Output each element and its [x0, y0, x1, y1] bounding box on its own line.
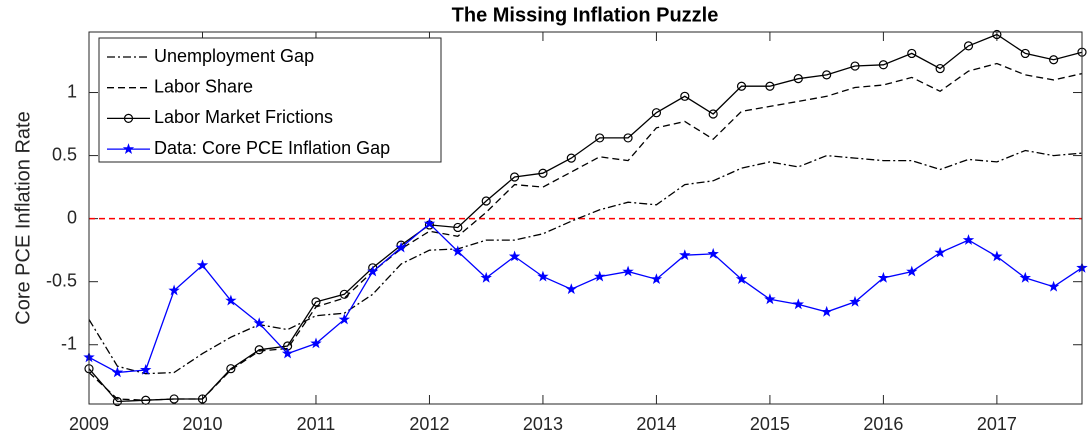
marker	[281, 347, 294, 359]
marker	[196, 259, 209, 271]
marker	[679, 249, 691, 261]
legend-label: Unemployment Gap	[154, 46, 314, 66]
series-line	[88, 149, 1083, 375]
plot-frame	[88, 31, 1083, 405]
marker	[793, 74, 803, 84]
legend-label: Labor Market Frictions	[154, 107, 333, 127]
x-tick-label: 2011	[297, 414, 336, 434]
marker	[197, 394, 208, 404]
marker	[935, 63, 945, 74]
marker	[878, 60, 889, 70]
x-tick-label: 2010	[182, 414, 222, 434]
x-tick-label: 2013	[523, 414, 563, 434]
marker	[169, 394, 179, 404]
marker	[877, 271, 890, 283]
marker	[566, 153, 576, 163]
marker	[622, 265, 634, 277]
marker	[765, 81, 775, 91]
y-tick-label: -0.5	[46, 270, 77, 290]
y-axis-label: Core PCE Inflation Rate	[12, 111, 34, 324]
marker	[140, 364, 152, 375]
y-tick-label: 0	[67, 207, 77, 227]
marker	[537, 270, 549, 282]
marker	[962, 234, 975, 245]
marker	[254, 345, 264, 355]
marker	[850, 61, 860, 71]
series-line	[88, 62, 1083, 401]
marker	[906, 265, 918, 277]
series-line	[88, 222, 1083, 374]
marker	[821, 305, 833, 317]
marker	[311, 297, 321, 307]
legend-marker	[122, 143, 135, 154]
marker	[1047, 280, 1060, 292]
marker	[792, 298, 804, 310]
legend-label: Labor Share	[154, 76, 253, 96]
marker	[453, 222, 463, 233]
marker	[934, 246, 946, 258]
x-tick-label: 2014	[636, 414, 676, 434]
marker	[168, 284, 180, 296]
marker	[226, 364, 236, 374]
marker	[736, 81, 747, 91]
marker	[907, 48, 917, 59]
marker	[992, 29, 1002, 40]
marker	[1049, 55, 1059, 65]
marker	[707, 247, 719, 259]
x-tick-label: 2015	[750, 414, 790, 434]
x-tick-label: 2016	[863, 414, 903, 434]
marker	[595, 133, 605, 143]
marker	[338, 313, 350, 325]
marker	[764, 293, 776, 305]
legend-box	[98, 37, 442, 163]
marker	[423, 217, 436, 229]
marker	[822, 70, 832, 80]
marker	[708, 109, 718, 119]
marker	[565, 283, 577, 295]
marker	[538, 168, 548, 178]
marker	[963, 41, 974, 51]
marker	[508, 250, 521, 262]
marker	[849, 295, 861, 307]
y-tick-label: -1	[61, 333, 77, 353]
marker	[650, 273, 663, 284]
marker	[651, 108, 662, 118]
marker	[310, 337, 322, 349]
series-line	[88, 33, 1083, 403]
marker	[253, 317, 265, 329]
marker	[680, 91, 690, 101]
legend-marker	[123, 113, 134, 124]
marker	[735, 273, 748, 284]
x-tick-label: 2009	[69, 414, 109, 434]
marker	[112, 396, 122, 407]
y-tick-label: 1	[67, 81, 77, 101]
marker	[991, 250, 1003, 262]
marker	[480, 271, 492, 283]
marker	[594, 270, 606, 282]
legend-label: Data: Core PCE Inflation Gap	[154, 138, 390, 158]
marker	[481, 196, 491, 206]
marker	[111, 366, 124, 378]
y-tick-label: 0.5	[52, 144, 77, 164]
marker	[452, 245, 464, 257]
x-tick-label: 2012	[409, 414, 449, 434]
marker	[509, 172, 520, 182]
chart-title: The Missing Inflation Puzzle	[452, 4, 719, 26]
marker	[623, 133, 633, 143]
x-tick-label: 2017	[977, 414, 1017, 434]
marker	[367, 265, 379, 277]
marker	[395, 241, 407, 253]
marker	[339, 289, 349, 299]
marker	[1019, 271, 1031, 283]
marker	[1020, 48, 1030, 59]
marker	[225, 294, 237, 306]
